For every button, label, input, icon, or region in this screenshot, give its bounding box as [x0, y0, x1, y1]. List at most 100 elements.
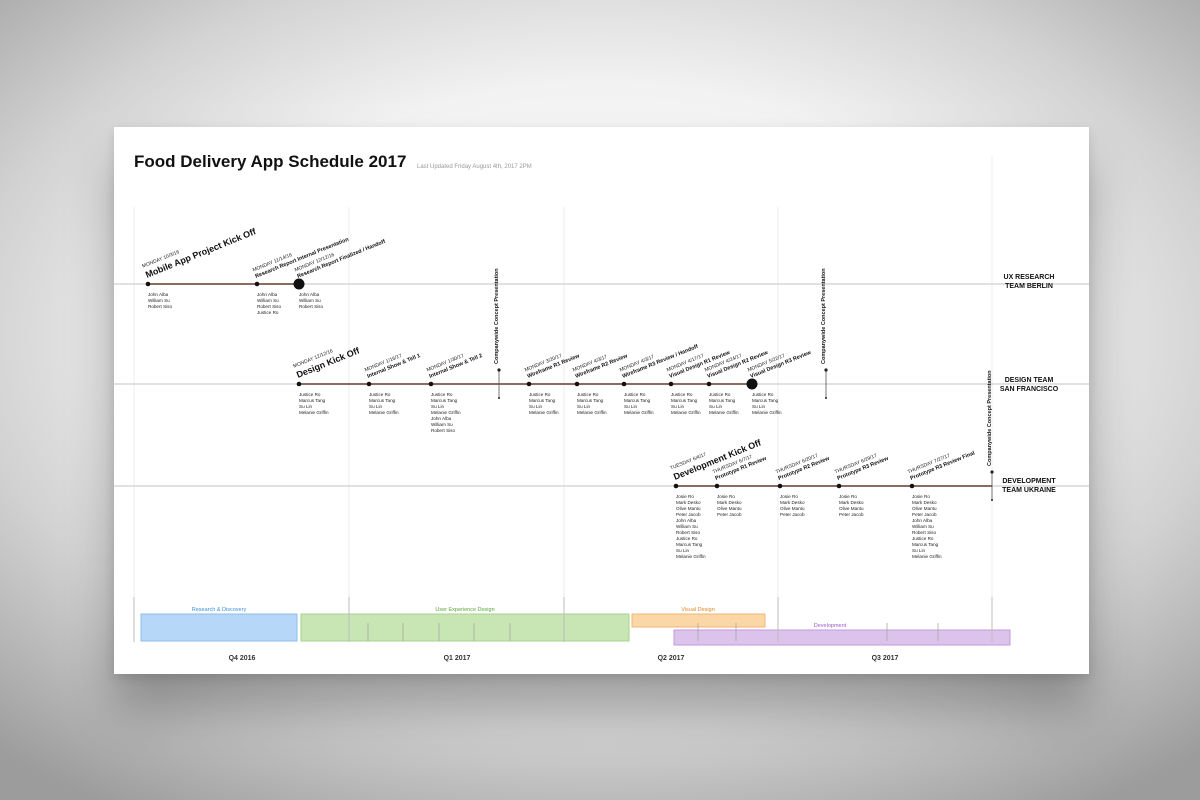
person-name: Justice Ro	[577, 392, 599, 397]
phase-label: Visual Design	[681, 607, 715, 613]
person-name: Josie Ro	[676, 494, 694, 499]
phase-bar	[140, 613, 298, 642]
lane-label-dev: Development Team Ukraine	[984, 477, 1074, 495]
person-name: William Su	[676, 524, 698, 529]
milestone-dot	[574, 381, 580, 387]
person-name: Justice Ro	[257, 310, 279, 315]
person-name: Melanie Griffin	[676, 554, 706, 559]
milestone-dot	[673, 483, 679, 489]
person-name: Su Lin	[912, 548, 925, 553]
milestone-dot	[714, 483, 720, 489]
person-name: John Alba	[431, 416, 452, 421]
milestone-dot	[668, 381, 674, 387]
lane-label-line2: Team Ukraine	[1002, 487, 1056, 494]
milestone-dot	[296, 381, 302, 387]
person-name: Robert Siso	[257, 304, 281, 309]
person-name: Mark Desko	[912, 500, 937, 505]
person-name: Marcus Tang	[676, 542, 703, 547]
person-name: Mark Desko	[717, 500, 742, 505]
lane-label-line1: Development	[1002, 478, 1056, 485]
stub-dot	[990, 470, 994, 474]
milestone-dot	[145, 281, 151, 287]
person-name: Peter Jacob	[780, 512, 805, 517]
person-name: Melanie Griffin	[709, 410, 739, 415]
person-name: Melanie Griffin	[369, 410, 399, 415]
phase-label: User Experience Design	[435, 607, 494, 613]
person-name: Robert Siso	[299, 304, 323, 309]
person-name: Marcus Tang	[671, 398, 698, 403]
person-name: Marcus Tang	[369, 398, 396, 403]
milestone-dot	[836, 483, 842, 489]
person-name: Su Lin	[529, 404, 542, 409]
stub-title: Companywide Concept Presentation	[821, 268, 827, 364]
person-name: John Alba	[676, 518, 697, 523]
person-name: Olive Mantu	[780, 506, 805, 511]
person-name: Justice Ro	[369, 392, 391, 397]
milestone-dot	[706, 381, 712, 387]
quarter-label: Q2 2017	[658, 655, 685, 662]
person-name: Marcus Tang	[577, 398, 604, 403]
lane-label-ux: UX Research Team Berlin	[984, 273, 1074, 291]
quarter-label: Q1 2017	[444, 655, 471, 662]
person-name: Su Lin	[431, 404, 444, 409]
person-name: Mark Desko	[676, 500, 701, 505]
person-name: John Alba	[257, 292, 278, 297]
person-name: Peter Jacob	[839, 512, 864, 517]
milestone-dot	[254, 281, 260, 287]
person-name: Melanie Griffin	[752, 410, 782, 415]
person-name: Su Lin	[577, 404, 590, 409]
person-name: Marcus Tang	[431, 398, 458, 403]
lane-label-line1: Design Team	[1004, 377, 1054, 384]
milestone-dot	[428, 381, 434, 387]
stub-label: Companywide Concept Presentation	[987, 370, 993, 466]
stub-label: Companywide Concept Presentation	[821, 268, 827, 364]
milestone-dot	[526, 381, 532, 387]
lane-label-line2: San Francisco	[999, 386, 1059, 393]
person-name: Melanie Griffin	[529, 410, 559, 415]
person-name: Josie Ro	[717, 494, 735, 499]
milestone-dot-large	[746, 378, 758, 390]
person-name: Marcus Tang	[912, 542, 939, 547]
milestone-dot	[621, 381, 627, 387]
person-name: Su Lin	[676, 548, 689, 553]
person-name: Olive Mantu	[717, 506, 742, 511]
quarter-label: Q3 2017	[872, 655, 899, 662]
stub-dot	[991, 499, 993, 501]
person-name: Su Lin	[671, 404, 684, 409]
stub-dot	[497, 368, 501, 372]
person-name: Marcus Tang	[299, 398, 326, 403]
phase-label: Development	[814, 623, 847, 629]
person-name: Marcus Tang	[624, 398, 651, 403]
quarter-label: Q4 2016	[229, 655, 256, 662]
person-name: William Su	[431, 422, 453, 427]
person-name: Justice Ro	[912, 536, 934, 541]
person-name: Peter Jacob	[676, 512, 701, 517]
last-updated-text: Last Updated Friday August 4th, 2017 2PM	[417, 164, 532, 170]
person-name: Marcus Tang	[529, 398, 556, 403]
person-name: Justice Ro	[431, 392, 453, 397]
person-name: Olive Mantu	[676, 506, 701, 511]
person-name: William Su	[912, 524, 934, 529]
phase-label: Research & Discovery	[192, 607, 247, 613]
person-name: Josie Ro	[912, 494, 930, 499]
stub-title: Companywide Concept Presentation	[494, 268, 500, 364]
phase-bar	[673, 629, 1011, 646]
stub-title: Companywide Concept Presentation	[987, 370, 993, 466]
person-name: Melanie Griffin	[577, 410, 607, 415]
milestone-dot-large	[293, 278, 305, 290]
person-name: William Su	[299, 298, 321, 303]
person-name: Robert Siso	[148, 304, 172, 309]
person-name: Olive Mantu	[912, 506, 937, 511]
phase-bar	[300, 613, 630, 642]
person-name: Justice Ro	[709, 392, 731, 397]
person-name: John Alba	[912, 518, 933, 523]
page-title: Food Delivery App Schedule 2017	[134, 152, 407, 171]
